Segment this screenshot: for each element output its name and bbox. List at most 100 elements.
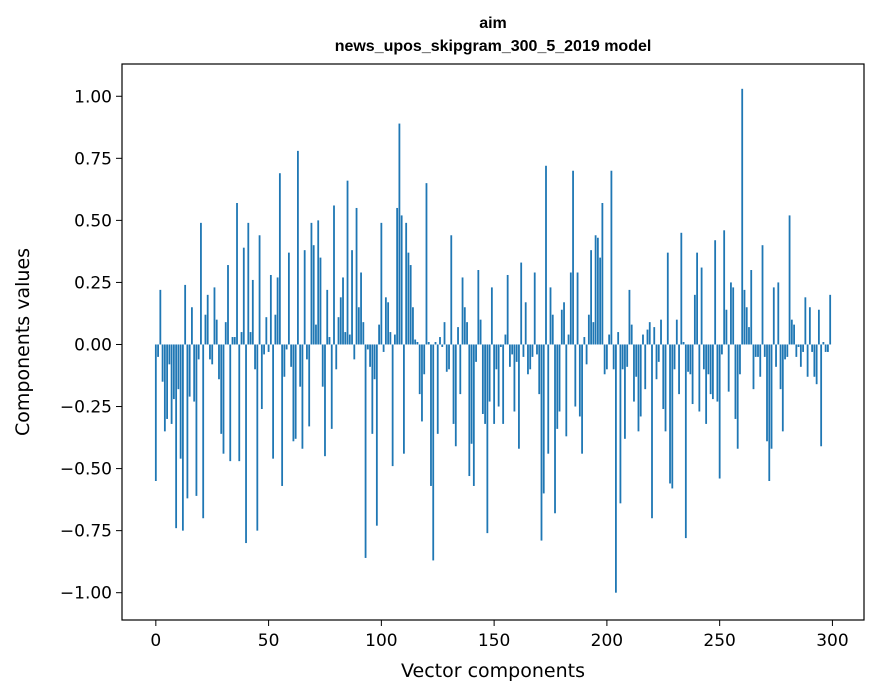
bar xyxy=(662,344,665,410)
bar xyxy=(524,302,527,345)
bar xyxy=(757,344,759,357)
bar xyxy=(714,240,717,345)
bar xyxy=(605,344,608,370)
bar xyxy=(612,344,615,370)
bar xyxy=(793,324,795,345)
x-tick-label: 200 xyxy=(591,631,623,651)
bar xyxy=(578,344,581,417)
bar xyxy=(560,309,563,345)
bar xyxy=(781,344,784,432)
bar xyxy=(587,314,590,345)
y-tick-label: 1.00 xyxy=(74,87,112,107)
bar xyxy=(396,207,399,345)
bar xyxy=(285,344,288,350)
bar xyxy=(766,344,768,442)
bar xyxy=(326,289,329,345)
bar xyxy=(799,344,802,367)
bar xyxy=(574,344,577,407)
bar xyxy=(177,344,180,390)
y-tick-label: 0.25 xyxy=(74,273,112,293)
bar xyxy=(333,205,335,345)
bar xyxy=(179,344,182,459)
bar xyxy=(254,344,256,370)
bar xyxy=(342,277,344,345)
bar xyxy=(249,332,252,345)
bar xyxy=(696,252,698,345)
bar xyxy=(637,344,640,432)
x-tick-label: 150 xyxy=(478,631,510,651)
bar xyxy=(732,287,735,345)
bar xyxy=(599,257,602,345)
bar xyxy=(702,344,705,370)
bar xyxy=(260,344,263,410)
bar xyxy=(353,344,356,360)
bar xyxy=(743,289,746,345)
bar xyxy=(635,344,638,377)
bar xyxy=(272,344,274,459)
bar xyxy=(380,222,383,345)
bar xyxy=(610,170,613,345)
bar xyxy=(486,344,489,534)
bar xyxy=(759,344,762,377)
bar xyxy=(461,277,464,345)
bar xyxy=(642,334,644,345)
bar xyxy=(236,203,238,345)
bar xyxy=(344,332,347,345)
bar xyxy=(224,322,227,345)
y-tick-label: 0.00 xyxy=(74,335,112,355)
bar xyxy=(709,344,712,395)
bar xyxy=(364,344,367,558)
bar xyxy=(324,344,326,457)
y-tick-label: −0.25 xyxy=(60,398,112,418)
bar xyxy=(290,344,293,367)
bar xyxy=(432,344,435,561)
bar xyxy=(403,344,405,454)
bar xyxy=(596,237,599,345)
bar xyxy=(481,344,484,414)
bar xyxy=(495,344,498,370)
bar xyxy=(669,344,671,484)
bar xyxy=(330,344,333,429)
bar xyxy=(452,344,455,424)
bar xyxy=(175,344,178,529)
bar xyxy=(479,319,482,345)
bar xyxy=(195,344,198,496)
bar xyxy=(829,294,832,345)
bar xyxy=(202,344,205,519)
bar xyxy=(752,344,755,390)
y-tick-label: −0.50 xyxy=(60,460,112,480)
bar xyxy=(229,344,232,462)
bar xyxy=(585,344,588,365)
bar xyxy=(558,344,561,412)
bar xyxy=(644,344,647,390)
bar xyxy=(303,250,306,345)
x-tick-label: 100 xyxy=(365,631,397,651)
bar xyxy=(283,344,286,377)
bar xyxy=(391,344,394,467)
bar xyxy=(306,344,308,360)
bar xyxy=(511,344,514,355)
bar xyxy=(820,344,823,447)
bar xyxy=(583,337,586,345)
bar xyxy=(454,344,457,447)
bar xyxy=(806,344,809,377)
bar xyxy=(315,324,317,345)
bar xyxy=(222,344,225,454)
bar xyxy=(678,344,680,395)
bar xyxy=(788,215,791,345)
bar xyxy=(768,344,771,481)
bar xyxy=(660,319,662,345)
bar xyxy=(373,344,376,380)
bar xyxy=(369,344,371,367)
bar xyxy=(639,344,642,417)
bar xyxy=(687,344,689,372)
bar xyxy=(490,287,493,345)
bar xyxy=(441,344,444,347)
bar xyxy=(777,282,780,345)
bar xyxy=(294,344,297,439)
bar xyxy=(319,257,322,345)
bar xyxy=(360,272,362,345)
bar xyxy=(784,344,786,360)
bar xyxy=(741,88,744,345)
bar xyxy=(439,337,441,345)
